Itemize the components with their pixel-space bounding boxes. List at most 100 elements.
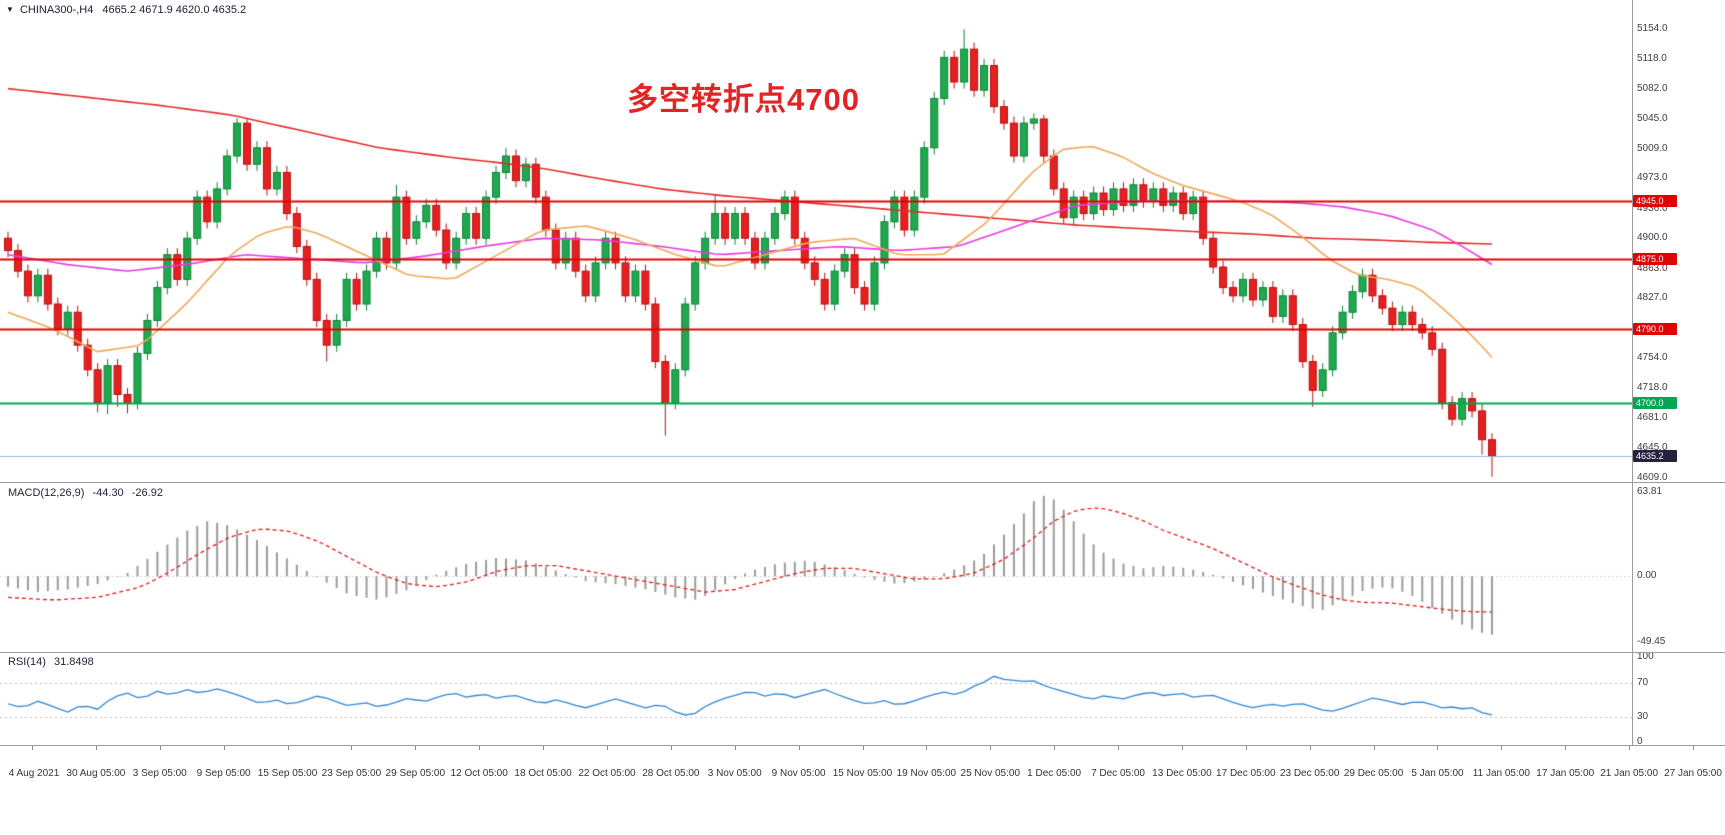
time-axis-label: 13 Dec 05:00: [1152, 768, 1212, 779]
time-axis-tick: [1054, 746, 1055, 750]
time-axis-tick: [415, 746, 416, 750]
time-axis-tick: [1182, 746, 1183, 750]
macd-signal-value: -26.92: [131, 487, 163, 499]
time-axis-label: 4 Aug 2021: [8, 768, 60, 779]
rsi-value: 31.8498: [53, 656, 94, 668]
panel-separator[interactable]: [0, 482, 1725, 483]
price-axis-label: 5082.0: [1637, 82, 1668, 94]
price-axis-label: 4900.0: [1637, 232, 1668, 244]
time-axis-label: 3 Nov 05:00: [707, 768, 762, 779]
rsi-axis-label: 70: [1637, 676, 1649, 688]
time-axis-tick: [1374, 746, 1375, 750]
time-axis-tick: [671, 746, 672, 750]
series-marker-icon: ▼: [6, 5, 14, 14]
time-axis-tick: [863, 746, 864, 750]
axis-border-line: [1632, 0, 1633, 746]
macd-axis-label: 63.81: [1637, 485, 1663, 497]
time-axis-tick: [479, 746, 480, 750]
time-axis-label: 29 Dec 05:00: [1343, 768, 1404, 779]
price-level-tag: 4790.0: [1633, 322, 1677, 335]
rsi-axis-label: 30: [1637, 710, 1649, 722]
price-axis[interactable]: 5154.0 5118.0 5082.0 5045.0 5009.0 4973.0 4936…: [1633, 0, 1725, 747]
time-axis-label: 22 Oct 05:00: [578, 768, 636, 779]
price-axis-label: 5009.0: [1637, 142, 1668, 154]
time-axis-tick: [735, 746, 736, 750]
price-level-tag: 4700.0: [1633, 396, 1677, 409]
time-axis-label: 11 Jan 05:00: [1472, 768, 1530, 779]
price-axis-label: 5154.0: [1637, 23, 1668, 35]
time-axis-label: 18 Oct 05:00: [514, 768, 572, 779]
time-axis-label: 17 Dec 05:00: [1216, 768, 1276, 779]
rsi-axis-label: 0: [1637, 736, 1643, 747]
macd-panel-canvas[interactable]: [0, 483, 1632, 652]
price-level-tag: 4635.2: [1633, 449, 1677, 462]
time-axis-label: 25 Nov 05:00: [960, 768, 1021, 779]
price-level-tag: 4945.0: [1633, 195, 1677, 208]
time-axis-tick: [96, 746, 97, 750]
time-axis-label: 19 Nov 05:00: [896, 768, 957, 779]
time-axis-label: 28 Oct 05:00: [642, 768, 700, 779]
time-axis[interactable]: 4 Aug 2021 30 Aug 05:00 3 Sep 05:00 9 Sep 0…: [0, 746, 1725, 835]
price-axis-label: 4609.0: [1637, 471, 1668, 483]
time-axis-label: 12 Oct 05:00: [450, 768, 508, 779]
macd-axis-label: -49.45: [1637, 635, 1666, 647]
price-axis-label: 5118.0: [1637, 52, 1667, 64]
time-axis-label: 9 Nov 05:00: [771, 768, 826, 779]
time-axis-label: 23 Dec 05:00: [1279, 768, 1340, 779]
price-axis-label: 4718.0: [1637, 381, 1668, 393]
price-axis-label: 4936.0: [1637, 202, 1668, 214]
time-axis-tick: [1565, 746, 1566, 750]
time-axis-label: 1 Dec 05:00: [1027, 768, 1082, 779]
time-axis-label: 27 Jan 05:00: [1664, 768, 1722, 779]
panel-separator[interactable]: [0, 652, 1725, 653]
time-axis-tick: [1629, 746, 1630, 750]
time-axis-label: 9 Sep 05:00: [196, 768, 251, 779]
price-axis-label: 4973.0: [1637, 172, 1668, 184]
time-axis-tick: [1437, 746, 1438, 750]
time-axis-tick: [926, 746, 927, 750]
time-axis-tick: [1501, 746, 1502, 750]
time-axis-tick: [1310, 746, 1311, 750]
time-axis-label: 17 Jan 05:00: [1536, 768, 1595, 779]
panel-separator[interactable]: [0, 745, 1725, 746]
time-axis-label: 7 Dec 05:00: [1091, 768, 1145, 779]
time-axis-label: 29 Sep 05:00: [385, 768, 446, 779]
price-axis-label: 4827.0: [1637, 292, 1668, 304]
time-axis-tick: [288, 746, 289, 750]
symbol-timeframe-label: CHINA300-,H4: [19, 4, 94, 16]
price-axis-label: 4681.0: [1637, 412, 1668, 424]
time-axis-tick: [543, 746, 544, 750]
price-chart-canvas[interactable]: [0, 0, 1632, 483]
rsi-label-name: RSI(14): [8, 656, 46, 668]
rsi-indicator-label: RSI(14) 31.8498: [8, 656, 99, 668]
time-axis-tick: [990, 746, 991, 750]
time-axis-tick: [607, 746, 608, 750]
time-axis-tick: [351, 746, 352, 750]
chart-title: ▼ CHINA300-,H4 4665.2 4671.9 4620.0 4635…: [6, 4, 246, 16]
time-axis-tick: [1246, 746, 1247, 750]
rsi-axis-label: 100: [1637, 651, 1654, 662]
macd-axis-label: 0.00: [1637, 570, 1657, 582]
price-axis-label: 4863.0: [1637, 262, 1668, 274]
time-axis-label: 23 Sep 05:00: [321, 768, 382, 779]
time-axis-label: 30 Aug 05:00: [66, 768, 126, 779]
annotation-text: 多空转折点4700: [627, 82, 860, 117]
time-axis-label: 21 Jan 05:00: [1600, 768, 1659, 779]
time-axis-tick: [799, 746, 800, 750]
price-axis-label: 5045.0: [1637, 113, 1668, 124]
time-axis-tick: [32, 746, 33, 750]
rsi-panel-canvas[interactable]: [0, 653, 1632, 746]
macd-main-value: -44.30: [92, 487, 124, 499]
time-axis-label: 15 Nov 05:00: [832, 768, 893, 779]
macd-label-name: MACD(12,26,9): [8, 487, 85, 499]
time-axis-tick: [224, 746, 225, 750]
time-axis-label: 5 Jan 05:00: [1411, 768, 1464, 779]
time-axis-tick: [1693, 746, 1694, 750]
time-axis-label: 15 Sep 05:00: [257, 768, 318, 779]
time-axis-tick: [1118, 746, 1119, 750]
time-axis-tick: [160, 746, 161, 750]
ohlc-values: 4665.2 4671.9 4620.0 4635.2: [102, 4, 247, 16]
price-axis-label: 4645.0: [1637, 441, 1668, 453]
price-axis-label: 4754.0: [1637, 352, 1668, 364]
